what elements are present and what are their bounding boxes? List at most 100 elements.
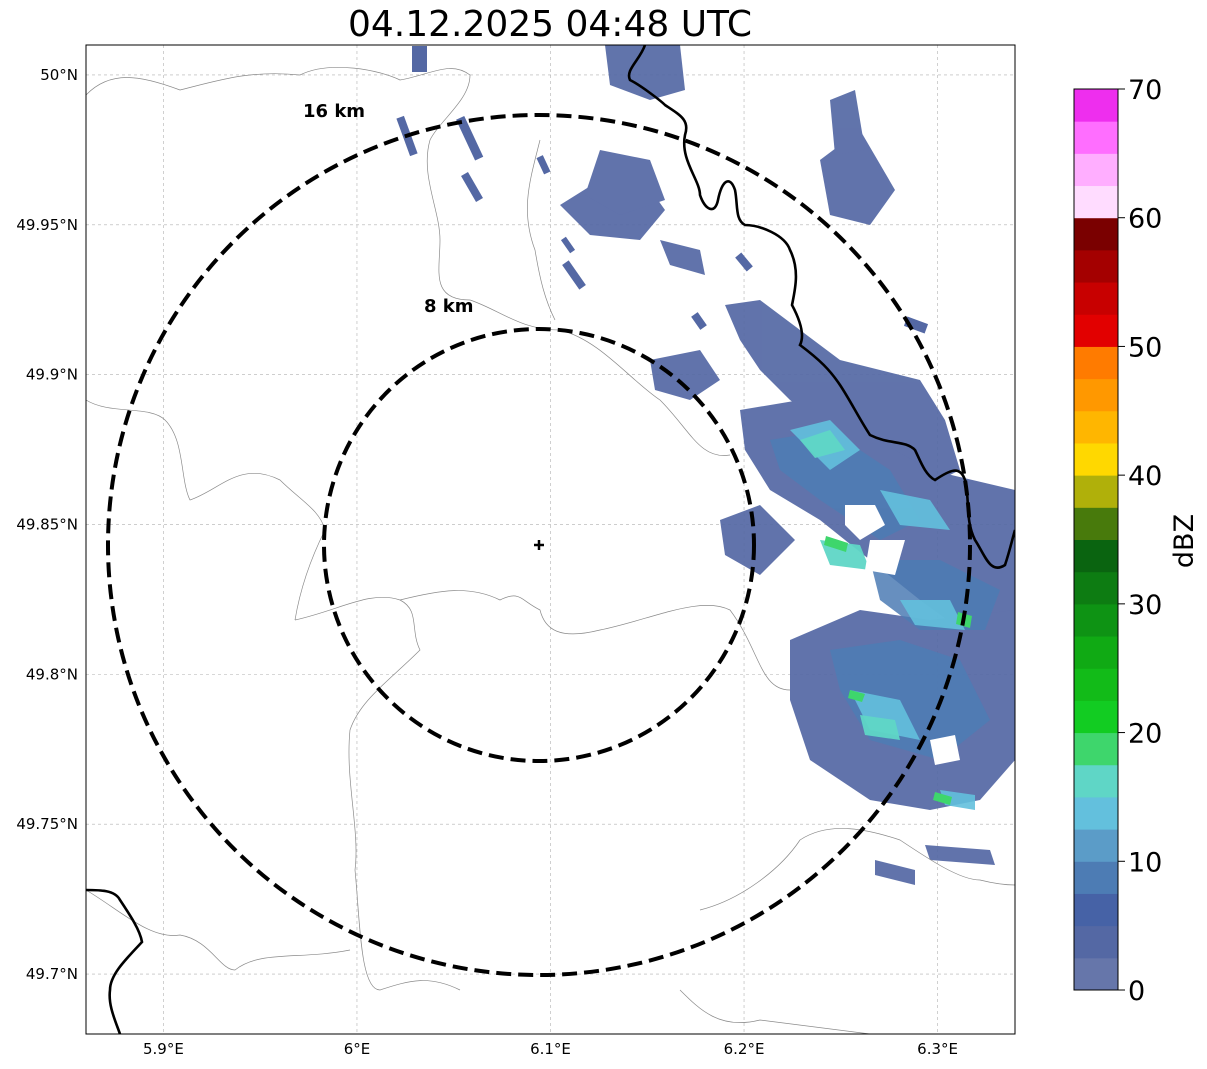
admin-boundary bbox=[399, 590, 791, 691]
echo-gap bbox=[865, 540, 905, 575]
echo-cell bbox=[585, 150, 665, 215]
range-ring-8km bbox=[322, 327, 756, 763]
lat-tick-label: 49.7°N bbox=[26, 965, 78, 983]
echo-cell bbox=[605, 45, 685, 100]
echo-streak bbox=[735, 252, 753, 272]
lat-tick-label: 49.95°N bbox=[16, 216, 78, 234]
echo-cell bbox=[660, 240, 705, 275]
colorbar-swatch bbox=[1074, 764, 1118, 798]
echo-cell bbox=[848, 690, 865, 702]
colorbar-tick-label: 0 bbox=[1128, 976, 1145, 1007]
echo-cell bbox=[940, 790, 975, 810]
colorbar-swatch bbox=[1074, 217, 1118, 251]
colorbar-swatch bbox=[1074, 732, 1118, 766]
colorbar-swatch bbox=[1074, 282, 1118, 315]
colorbar-swatch bbox=[1074, 925, 1118, 959]
colorbar-tick-label: 50 bbox=[1128, 332, 1162, 363]
echo-cell bbox=[933, 792, 952, 805]
colorbar-tick-label: 10 bbox=[1128, 847, 1162, 878]
lat-tick-label: 50°N bbox=[40, 66, 78, 84]
colorbar-swatch bbox=[1074, 442, 1118, 476]
colorbar-swatch bbox=[1074, 603, 1118, 637]
echo-streak bbox=[691, 312, 707, 330]
range-ring-label-16km: 16 km bbox=[303, 101, 365, 122]
echo-gap bbox=[845, 505, 885, 540]
map-frame bbox=[85, 44, 1016, 1035]
colorbar-tick-label: 40 bbox=[1128, 461, 1162, 492]
colorbar-tick-label: 60 bbox=[1128, 204, 1162, 235]
admin-boundary bbox=[294, 596, 461, 991]
colorbar-swatch bbox=[1074, 796, 1118, 830]
lat-tick-label: 49.9°N bbox=[26, 366, 78, 384]
echo-gap bbox=[930, 735, 960, 765]
echo-cell bbox=[720, 505, 795, 575]
colorbar-swatch bbox=[1074, 829, 1118, 862]
echo-cell bbox=[925, 845, 995, 865]
colorbar-swatch bbox=[1074, 700, 1118, 734]
colorbar-swatch bbox=[1074, 893, 1118, 927]
colorbar-swatch bbox=[1074, 539, 1118, 573]
lon-tick-label: 6°E bbox=[344, 1040, 371, 1058]
echo-cell bbox=[824, 536, 848, 552]
colorbar-tick-label: 70 bbox=[1128, 75, 1162, 106]
colorbar-swatch bbox=[1074, 378, 1118, 412]
axis-tick-labels: 50°N 49.95°N 49.9°N 49.85°N 49.8°N 49.75°N 49.… bbox=[16, 66, 958, 1058]
lon-tick-label: 6.3°E bbox=[917, 1040, 958, 1058]
echo-cell bbox=[860, 715, 900, 740]
lon-tick-label: 5.9°E bbox=[143, 1040, 184, 1058]
colorbar-swatch bbox=[1074, 346, 1118, 380]
echo-cell bbox=[880, 490, 950, 530]
admin-boundary bbox=[679, 989, 871, 1034]
echo-cell bbox=[900, 600, 965, 630]
echo-streak bbox=[456, 115, 484, 161]
echo-cell bbox=[875, 860, 915, 885]
lat-tick-label: 49.8°N bbox=[26, 665, 78, 683]
colorbar-swatch bbox=[1074, 89, 1118, 122]
echo-cell bbox=[800, 430, 845, 458]
colorbar-tick-label: 30 bbox=[1128, 590, 1162, 621]
echo-cell bbox=[850, 690, 920, 740]
admin-boundaries bbox=[86, 67, 1015, 1034]
echo-streak bbox=[560, 236, 576, 254]
admin-boundary bbox=[699, 828, 1015, 911]
echo-cell bbox=[770, 430, 920, 540]
colorbar-tick-label: 20 bbox=[1128, 719, 1162, 750]
lon-tick-label: 6.2°E bbox=[724, 1040, 765, 1058]
colorbar-swatch bbox=[1074, 475, 1118, 508]
reflectivity-echoes bbox=[396, 45, 1015, 885]
range-ring-label-8km: 8 km bbox=[424, 296, 474, 317]
echo-streak bbox=[562, 260, 586, 290]
range-ring-16km bbox=[106, 113, 972, 977]
echo-cell bbox=[650, 350, 720, 400]
national-borders bbox=[86, 45, 1015, 1034]
colorbar-swatch bbox=[1074, 636, 1118, 669]
colorbar: 0 10 20 30 40 50 60 70 dBZ bbox=[1073, 75, 1200, 1007]
colorbar-swatch bbox=[1074, 153, 1118, 187]
colorbar-swatch bbox=[1074, 185, 1118, 219]
lat-tick-label: 49.75°N bbox=[16, 815, 78, 833]
colorbar-swatch bbox=[1074, 121, 1118, 154]
colorbar-frame bbox=[1073, 88, 1119, 991]
lat-tick-label: 49.85°N bbox=[16, 516, 78, 534]
national-border bbox=[86, 888, 144, 1034]
colorbar-swatch bbox=[1074, 249, 1118, 283]
echo-streak bbox=[903, 316, 929, 334]
echo-streak bbox=[412, 46, 427, 72]
admin-boundary bbox=[86, 399, 326, 621]
echo-streak bbox=[461, 172, 483, 202]
echo-cell bbox=[830, 90, 865, 155]
colorbar-swatch bbox=[1074, 861, 1118, 894]
echo-streak bbox=[536, 155, 551, 175]
radar-site-marker bbox=[534, 540, 544, 550]
colorbar-swatch bbox=[1074, 410, 1118, 444]
national-border bbox=[627, 45, 1015, 569]
colorbar-swatch bbox=[1074, 957, 1118, 991]
admin-boundary bbox=[527, 139, 556, 321]
range-rings bbox=[106, 113, 972, 977]
colorbar-swatch bbox=[1074, 314, 1118, 347]
lon-tick-label: 6.1°E bbox=[530, 1040, 571, 1058]
colorbar-swatch bbox=[1074, 507, 1118, 540]
map-title: 04.12.2025 04:48 UTC bbox=[347, 4, 753, 45]
colorbar-unit-label: dBZ bbox=[1169, 514, 1200, 568]
